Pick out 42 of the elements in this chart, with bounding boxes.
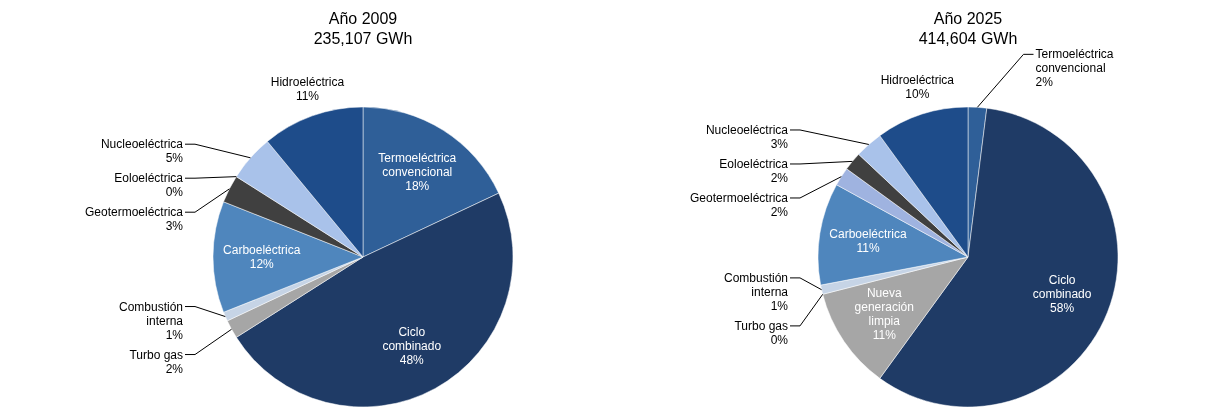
data-label: 10%	[905, 87, 930, 102]
slice-label: Termoeléctrica convencional	[1035, 47, 1114, 76]
category-label: Turbo gas	[734, 318, 788, 333]
slice-label: Eoloeléctrica	[719, 156, 789, 171]
chart-subtitle: 235,107 GWh	[313, 30, 413, 47]
data-label: 18%	[405, 178, 430, 193]
slice-label: Nucleoeléctrica	[100, 137, 184, 152]
data-label: 2%	[165, 361, 184, 376]
slice-label: Ciclo combinado	[1032, 273, 1092, 302]
slice-label: Geotermoeléctrica	[689, 190, 789, 205]
data-label: 2%	[770, 170, 789, 185]
slice-label: Hidroeléctrica	[880, 73, 955, 88]
text: 0%	[770, 332, 788, 347]
data-label: 48%	[399, 352, 425, 367]
data-label: 58%	[1050, 301, 1075, 316]
slice-label: Carboeléctrica	[223, 243, 301, 257]
data-label: 11%	[872, 327, 897, 342]
legend-label: Eoloeléctrica	[114, 171, 184, 186]
data-label: 5%	[165, 151, 184, 166]
chart-title: Año 2009	[328, 10, 398, 27]
data-label: 11%	[856, 241, 880, 256]
data-label: 2%	[770, 204, 789, 219]
slice-label: Geotermoeléctrica	[84, 205, 184, 220]
data-label: 11%	[295, 88, 320, 103]
slice-label: Hidroeléctrica	[270, 74, 345, 89]
data-label: 3%	[165, 219, 184, 234]
data-label: 1%	[165, 327, 184, 342]
data-label: 2%	[1035, 75, 1054, 90]
chart-title: Año 2025	[933, 10, 1003, 27]
slice-label: Termoeléctrica convencional	[378, 150, 457, 179]
data-label: 1%	[770, 298, 789, 313]
slice-label: Combustión interna	[118, 299, 184, 328]
chart-subtitle: 414,604 GWh	[918, 30, 1018, 47]
slice-label: Turbo gas	[129, 347, 183, 362]
data-label: 12%	[249, 257, 275, 271]
slice-label: Nueva generación limpia	[854, 285, 914, 328]
slice-label: Combustión interna	[723, 270, 789, 299]
text: 0%	[165, 185, 183, 200]
slice-label: Nucleoeléctrica	[705, 122, 789, 137]
data-label: 3%	[770, 136, 789, 151]
slice-label: Ciclo combinado	[382, 324, 442, 353]
slice-label: Carboeléctrica	[829, 227, 907, 242]
